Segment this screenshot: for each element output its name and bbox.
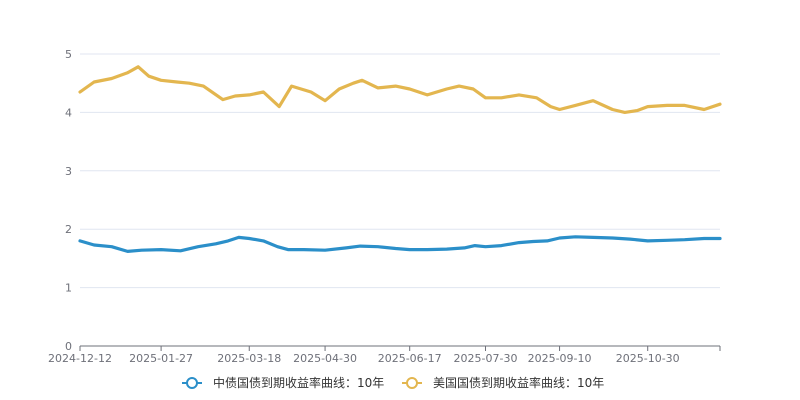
x-tick-label: 2025-07-30 <box>454 352 518 365</box>
legend-label: 美国国债到期收益率曲线：10年 <box>433 375 604 390</box>
legend-item-1[interactable]: 美国国债到期收益率曲线：10年 <box>402 375 604 390</box>
series-line-1 <box>78 65 722 115</box>
y-tick-label: 5 <box>65 48 72 61</box>
x-tick-label: 2025-09-10 <box>528 352 592 365</box>
y-tick-label: 1 <box>65 282 72 295</box>
y-tick-label: 2 <box>65 223 72 236</box>
y-tick-label: 0 <box>65 340 72 353</box>
axes: 0 1 2 3 4 5 2024-12-12 2025-01-27 2025-03-18 2025… <box>48 48 721 365</box>
x-tick-label: 2025-10-30 <box>616 352 680 365</box>
legend-label: 中债国债到期收益率曲线：10年 <box>213 375 384 390</box>
legend-swatch-marker <box>406 377 418 389</box>
x-tick-label: 2025-04-30 <box>293 352 357 365</box>
series-line-0 <box>78 235 722 253</box>
y-tick-label: 3 <box>65 165 72 178</box>
x-tick-label: 2024-12-12 <box>48 352 112 365</box>
series-lines <box>78 65 722 253</box>
x-tick-label: 2025-03-18 <box>217 352 281 365</box>
x-tick-label: 2025-01-27 <box>129 352 193 365</box>
x-tick-label: 2025-06-17 <box>378 352 442 365</box>
legend: 中债国债到期收益率曲线：10年 美国国债到期收益率曲线：10年 <box>182 375 604 390</box>
y-tick-label: 4 <box>65 106 72 119</box>
grid <box>80 53 720 289</box>
legend-item-0[interactable]: 中债国债到期收益率曲线：10年 <box>182 375 384 390</box>
legend-swatch-marker <box>186 377 198 389</box>
